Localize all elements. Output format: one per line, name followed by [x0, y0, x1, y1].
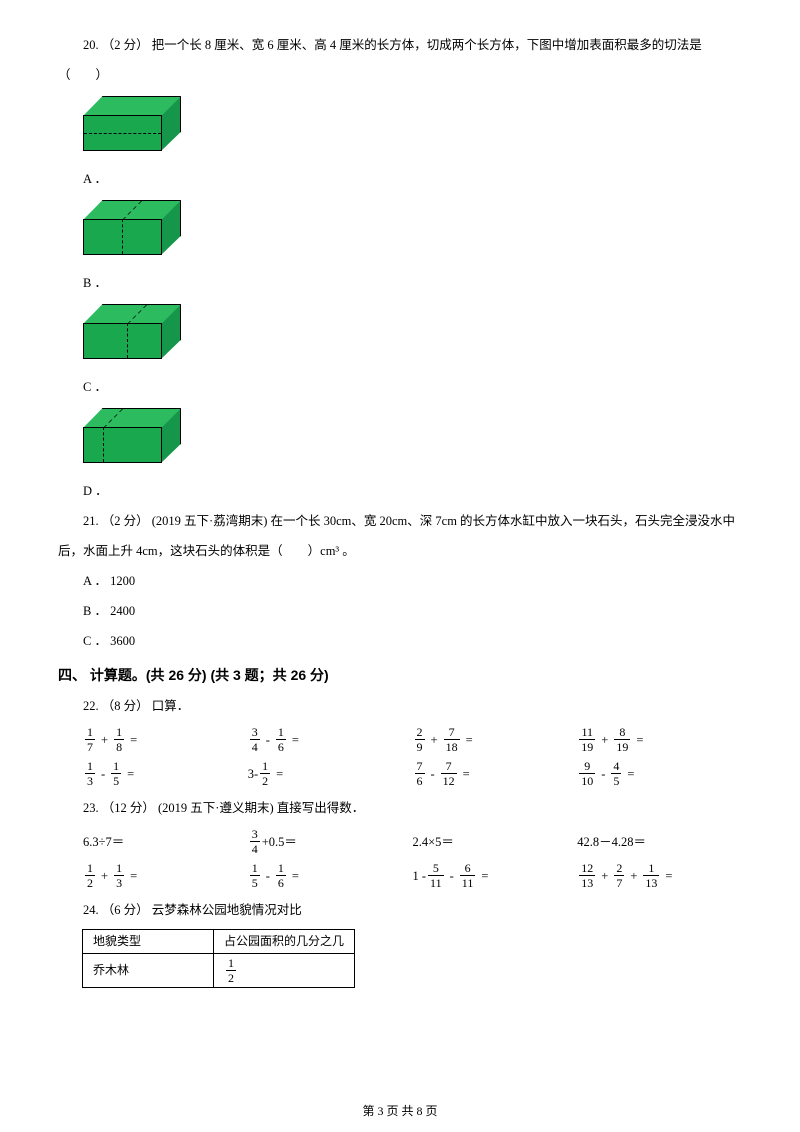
table-row: 地貌类型 占公园面积的几分之几 [83, 929, 355, 953]
q24-table: 地貌类型 占公园面积的几分之几 乔木林 12 [82, 929, 355, 988]
calc-row: 12+13=15-16=1 -511-611=1213+27+113= [83, 861, 742, 891]
page-footer: 第 3 页 共 8 页 [0, 1104, 800, 1118]
q20-option-D [83, 408, 742, 470]
calc-item: 3-12= [248, 759, 413, 789]
q21-option-C: C ． 3600 [58, 626, 742, 656]
q24-header: 24. （6 分） 云梦森林公园地貌情况对比 [58, 895, 742, 925]
fraction: 16 [276, 726, 286, 753]
calc-item: 17+18= [83, 725, 248, 755]
calc-item: 13-15= [83, 759, 248, 789]
section-4-title: 四、 计算题。(共 26 分) (共 3 题；共 26 分) [58, 660, 742, 691]
calc-item: 1213+27+113= [577, 861, 742, 891]
cuboid-icon [83, 200, 181, 262]
q20-option-C [83, 304, 742, 366]
fraction: 12 [85, 862, 95, 889]
fraction: 910 [579, 760, 595, 787]
calc-item: 1 -511-611= [413, 861, 578, 891]
calc-item: 6.3÷7＝ [83, 827, 248, 857]
fraction: 712 [441, 760, 457, 787]
calc-item: 15-16= [248, 861, 413, 891]
fraction: 17 [85, 726, 95, 753]
fraction: 45 [611, 760, 621, 787]
fraction: 1213 [579, 862, 595, 889]
calc-item: 34-16= [248, 725, 413, 755]
fraction: 611 [460, 862, 476, 889]
table-cell: 乔木林 [83, 953, 214, 987]
calc-item: 34 +0.5＝ [248, 827, 413, 857]
calc-row: 13-15=3-12=76-712=910-45= [83, 759, 742, 789]
calc-row: 17+18=34-16=29+718=1119+819= [83, 725, 742, 755]
fraction: 16 [276, 862, 286, 889]
q20-option-B-label: B ． [58, 268, 742, 298]
cuboid-icon [83, 408, 181, 470]
fraction: 27 [614, 862, 624, 889]
fraction: 718 [444, 726, 460, 753]
cuboid-icon [83, 96, 181, 158]
calc-item: 76-712= [413, 759, 578, 789]
table-cell: 12 [214, 953, 355, 987]
calc-item: 42.8－4.28＝ [577, 827, 742, 857]
q20-option-A-label: A ． [58, 164, 742, 194]
cuboid-icon [83, 304, 181, 366]
fraction: 511 [428, 862, 444, 889]
fraction: 15 [250, 862, 260, 889]
table-header-cell: 地貌类型 [83, 929, 214, 953]
table-header-cell: 占公园面积的几分之几 [214, 929, 355, 953]
q20-option-D-label: D ． [58, 476, 742, 506]
fraction: 13 [114, 862, 124, 889]
calc-item: 29+718= [413, 725, 578, 755]
fraction: 34 [250, 726, 260, 753]
q23-header: 23. （12 分） (2019 五下·遵义期末) 直接写出得数． [58, 793, 742, 823]
fraction: 76 [415, 760, 425, 787]
q21-option-A: A ． 1200 [58, 566, 742, 596]
fraction: 34 [250, 828, 260, 855]
fraction: 29 [415, 726, 425, 753]
fraction: 113 [643, 862, 659, 889]
calc-item: 910-45= [577, 759, 742, 789]
calc-item: 12+13= [83, 861, 248, 891]
calc-item: 1119+819= [577, 725, 742, 755]
fraction: 18 [114, 726, 124, 753]
fraction: 12 [260, 760, 270, 787]
q20-option-C-label: C ． [58, 372, 742, 402]
q20-text: 20. （2 分） 把一个长 8 厘米、宽 6 厘米、高 4 厘米的长方体，切成… [58, 30, 742, 90]
q20-option-B [83, 200, 742, 262]
q21-option-B: B ． 2400 [58, 596, 742, 626]
q20-option-A [83, 96, 742, 158]
fraction: 15 [111, 760, 121, 787]
fraction: 13 [85, 760, 95, 787]
calc-row: 6.3÷7＝34 +0.5＝2.4×5＝42.8－4.28＝ [83, 827, 742, 857]
fraction: 819 [614, 726, 630, 753]
fraction: 12 [226, 957, 236, 984]
q21-text: 21. （2 分） (2019 五下·荔湾期末) 在一个长 30cm、宽 20c… [58, 506, 742, 566]
fraction: 1119 [579, 726, 595, 753]
table-row: 乔木林 12 [83, 953, 355, 987]
q22-header: 22. （8 分） 口算． [58, 691, 742, 721]
calc-item: 2.4×5＝ [413, 827, 578, 857]
